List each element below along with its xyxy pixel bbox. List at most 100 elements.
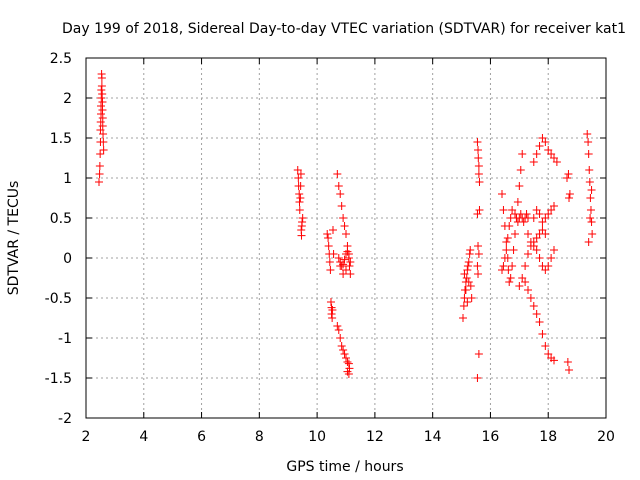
data-point — [328, 314, 337, 322]
data-point — [343, 358, 352, 366]
series-arc-8 — [473, 138, 484, 382]
data-point — [98, 98, 107, 106]
data-point — [544, 262, 553, 270]
data-point — [524, 230, 532, 238]
series-arc-2 — [293, 166, 307, 240]
data-point — [563, 358, 572, 366]
data-point — [96, 150, 105, 158]
data-point — [329, 226, 337, 234]
data-point — [333, 170, 342, 178]
y-tick-label: -2 — [58, 411, 72, 427]
data-point — [340, 255, 349, 264]
data-point — [508, 262, 517, 270]
data-point — [535, 210, 544, 218]
data-point — [345, 262, 354, 270]
data-point — [474, 250, 483, 258]
data-point — [505, 222, 514, 230]
data-point — [550, 246, 558, 254]
series-arc-12 — [529, 134, 561, 166]
data-point — [532, 246, 541, 254]
data-point — [532, 310, 541, 318]
data-point — [499, 206, 508, 214]
data-point — [522, 210, 531, 218]
data-point — [541, 342, 550, 350]
data-point — [326, 298, 335, 306]
data-point — [97, 94, 106, 102]
data-point — [506, 274, 515, 282]
data-point — [298, 218, 307, 226]
series-arc-13 — [521, 278, 558, 365]
data-point — [98, 90, 107, 98]
data-point — [584, 238, 593, 246]
y-tick-label: 0.5 — [50, 211, 72, 227]
data-point — [343, 247, 352, 256]
data-point — [565, 190, 574, 198]
y-tick-label: 2.5 — [50, 51, 72, 67]
data-point — [509, 246, 518, 254]
data-point — [524, 250, 532, 258]
data-point — [503, 234, 512, 242]
y-tick-label: 1 — [63, 171, 72, 187]
series-arc-5 — [334, 247, 355, 278]
data-point — [295, 190, 304, 198]
data-point — [541, 230, 550, 238]
series-arc-10 — [498, 206, 517, 274]
series-arc-17 — [563, 170, 574, 374]
data-point — [460, 270, 469, 278]
data-point — [521, 262, 530, 270]
data-point — [498, 266, 506, 274]
series-arc-11 — [511, 210, 532, 226]
data-point — [565, 194, 574, 202]
data-point — [586, 194, 595, 202]
x-tick-label: 14 — [424, 429, 442, 445]
data-point — [345, 364, 354, 373]
data-point — [99, 138, 108, 146]
data-point — [518, 274, 527, 282]
data-point — [293, 166, 302, 174]
data-point — [339, 346, 348, 354]
data-point — [344, 359, 353, 368]
data-point — [467, 294, 476, 302]
data-point — [552, 158, 561, 166]
data-point — [532, 150, 541, 158]
y-axis-label: SDTVAR / TECUs — [6, 181, 22, 296]
data-point — [329, 250, 338, 258]
data-point — [340, 222, 349, 230]
data-point — [98, 106, 107, 114]
data-point — [474, 154, 483, 162]
data-point — [461, 286, 470, 294]
data-point — [516, 166, 525, 174]
data-point — [475, 206, 484, 214]
data-point — [333, 322, 342, 330]
data-point — [511, 230, 519, 238]
series-arc-1 — [95, 70, 108, 186]
data-point — [583, 130, 592, 138]
x-tick-label: 16 — [482, 429, 500, 445]
x-tick-label: 10 — [308, 429, 326, 445]
data-point — [344, 254, 353, 262]
series-arc-15 — [524, 230, 558, 274]
y-tick-label: 0 — [63, 251, 72, 267]
data-point — [343, 367, 352, 376]
data-point — [586, 206, 595, 214]
x-tick-label: 12 — [366, 429, 384, 445]
data-point — [513, 198, 522, 206]
data-point — [500, 254, 509, 262]
data-point — [327, 310, 336, 318]
data-point — [518, 150, 527, 158]
data-point — [529, 158, 538, 166]
data-point — [550, 202, 558, 210]
data-point — [564, 170, 573, 178]
data-point — [459, 302, 468, 310]
data-point — [587, 218, 596, 226]
data-point — [502, 238, 511, 246]
data-point — [547, 254, 556, 262]
x-tick-label: 2 — [82, 429, 91, 445]
data-point — [474, 350, 483, 358]
data-point — [519, 218, 528, 226]
data-point — [95, 170, 104, 178]
data-point — [336, 190, 345, 198]
y-tick-label: -1.5 — [45, 371, 72, 387]
data-point — [463, 262, 472, 270]
